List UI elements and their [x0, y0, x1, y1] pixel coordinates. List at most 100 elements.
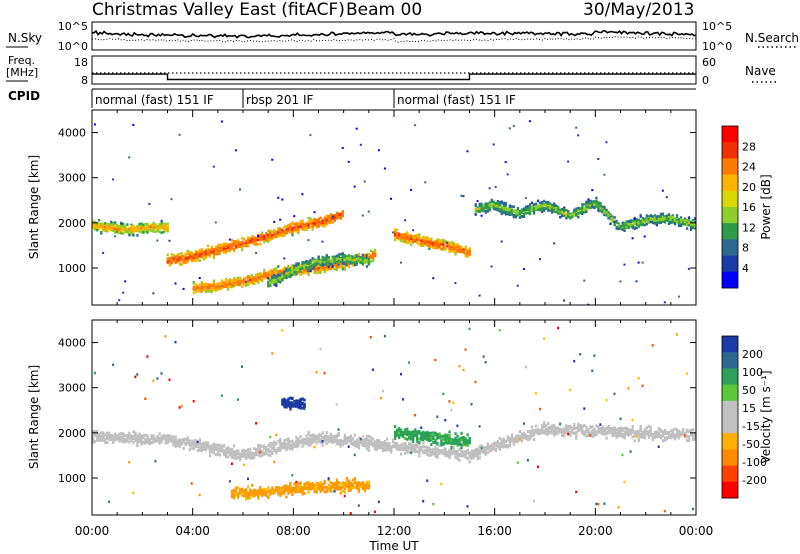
power-cell	[150, 229, 153, 232]
power-cell	[234, 280, 238, 283]
power-noise-cell	[257, 235, 260, 238]
power-cell	[325, 254, 328, 258]
power-cell	[321, 264, 324, 267]
power-cell	[253, 280, 256, 284]
power-cell	[675, 215, 679, 219]
power-cell	[357, 256, 361, 260]
power-cell	[224, 247, 228, 250]
velocity-cell	[253, 454, 256, 458]
velocity-cell	[108, 438, 111, 441]
power-cell	[146, 227, 149, 230]
power-noise-cell	[512, 124, 515, 127]
power-cell	[450, 247, 453, 251]
power-cell	[265, 275, 268, 279]
velocity-cell	[98, 435, 101, 439]
velocity-cell	[126, 438, 129, 442]
power-cell	[325, 214, 328, 218]
power-cell	[285, 231, 288, 235]
power-cell	[450, 242, 453, 246]
velocity-cell	[198, 442, 201, 446]
power-cell	[154, 230, 157, 233]
power-cell	[645, 222, 648, 226]
velocity-cell	[243, 489, 246, 493]
power-cell	[277, 229, 280, 233]
power-cell	[130, 229, 133, 232]
power-cell	[613, 221, 616, 225]
velocity-cell	[114, 435, 117, 439]
velocity-noise-cell	[373, 510, 376, 514]
power-cell	[190, 252, 193, 255]
power-cell	[504, 212, 507, 216]
n-sky-label: N.Sky	[8, 31, 42, 45]
velocity-cell	[156, 436, 159, 440]
velocity-cell	[224, 452, 228, 456]
power-cell	[283, 276, 286, 279]
power-cell	[418, 234, 421, 238]
velocity-cell	[108, 436, 111, 440]
power-cell	[611, 220, 614, 223]
power-cell	[196, 286, 199, 289]
velocity-cell	[357, 440, 361, 444]
power-cell	[355, 262, 358, 265]
velocity-cell	[257, 489, 260, 493]
power-cell	[400, 233, 403, 236]
power-cell	[265, 232, 268, 235]
power-cell	[673, 222, 677, 226]
power-noise-cell	[488, 187, 491, 190]
power-cell	[343, 258, 346, 262]
power-cell	[436, 240, 439, 244]
power-cell	[269, 233, 272, 237]
power-cell	[305, 269, 308, 272]
power-cell	[106, 225, 109, 229]
power-cell	[553, 208, 556, 212]
velocity-noise-cell	[180, 404, 183, 408]
power-cell	[226, 288, 230, 291]
power-cell	[313, 222, 316, 226]
velocity-cell	[128, 436, 131, 440]
power-cell	[607, 214, 610, 218]
velocity-cell	[311, 441, 314, 445]
velocity-cell	[303, 402, 306, 406]
power-cell	[170, 253, 173, 256]
power-cell	[337, 259, 340, 263]
power-cell	[313, 259, 316, 263]
power-noise-cell	[400, 261, 402, 264]
power-cell	[212, 256, 216, 259]
power-cell	[200, 284, 203, 288]
power-noise-cell	[277, 196, 280, 199]
power-cell	[204, 256, 207, 259]
power-cell	[647, 221, 650, 224]
power-cell	[367, 256, 371, 259]
power-cell	[255, 273, 258, 276]
power-cell	[293, 271, 296, 274]
power-cell	[524, 207, 528, 210]
velocity-cell	[301, 397, 304, 401]
power-noise-cell	[234, 149, 237, 152]
power-cell	[655, 221, 658, 225]
velocity-cell	[315, 487, 318, 491]
velocity-cell	[295, 403, 298, 407]
power-cell	[490, 200, 493, 204]
velocity-noise-cell	[333, 490, 336, 493]
power-cell	[212, 252, 216, 255]
velocity-cell	[134, 433, 137, 437]
power-cell	[317, 225, 320, 228]
power-cell	[480, 209, 483, 212]
power-noise-cell	[359, 143, 362, 146]
power-cell	[202, 251, 205, 254]
velocity-cell	[239, 452, 242, 456]
power-cell	[458, 250, 461, 253]
velocity-cell	[144, 439, 147, 443]
power-cell	[420, 237, 423, 241]
power-cell	[438, 245, 441, 249]
power-noise-cell	[649, 220, 652, 223]
power-cell	[448, 244, 451, 247]
power-cell	[104, 229, 107, 232]
power-cell	[593, 206, 596, 209]
velocity-noise-cell	[313, 445, 316, 449]
velocity-cell	[200, 443, 203, 447]
power-cell	[202, 253, 205, 256]
power-cell	[448, 242, 451, 245]
velocity-cell	[210, 444, 214, 448]
velocity-cell	[253, 452, 256, 455]
